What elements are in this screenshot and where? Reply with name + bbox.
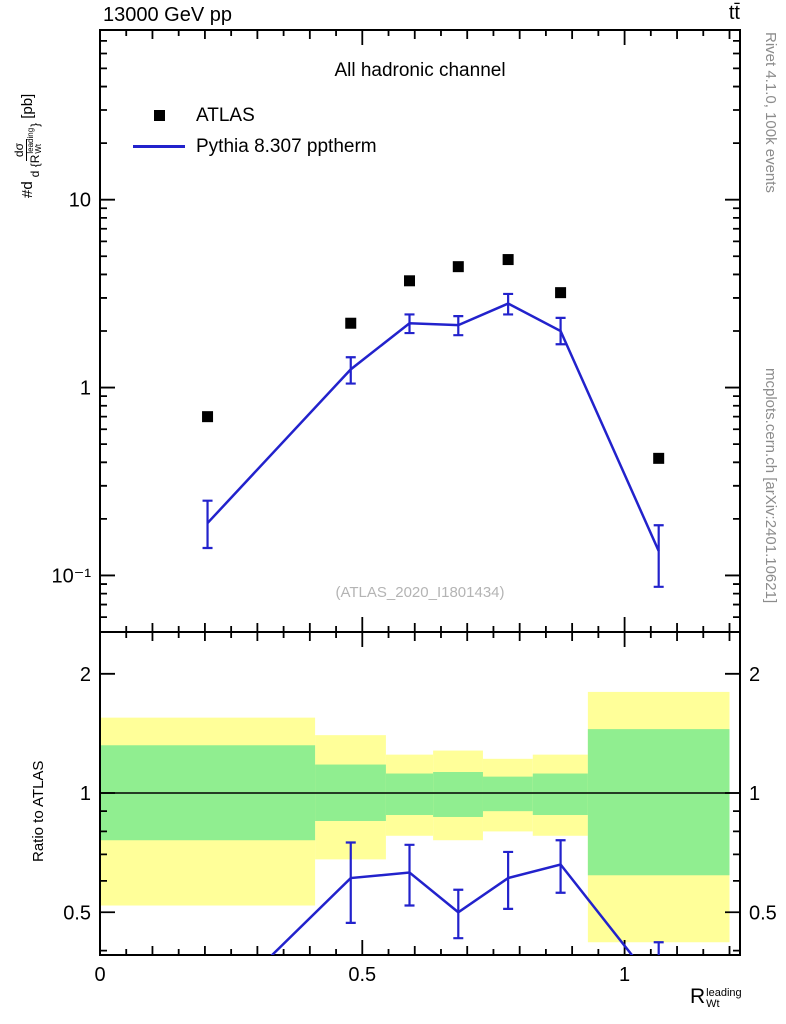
ylabel-numerator: dσ — [12, 139, 28, 162]
pythia-line — [206, 302, 660, 552]
atlas-data-point — [653, 452, 665, 464]
analysis-watermark: (ATLAS_2020_I1801434) — [335, 584, 505, 601]
ratio-y-tick-label-right: 1 — [749, 783, 760, 805]
xlabel-subsup: leading Wt — [706, 987, 742, 1010]
ratio-inner-band — [482, 776, 533, 812]
atlas-marker-icon — [130, 110, 188, 121]
pythia-series-main — [202, 292, 664, 588]
rivet-version-note: Rivet 4.1.0, 100k events — [762, 32, 779, 193]
x-tick-label: 0 — [94, 964, 105, 986]
ylabel-units: [pb] — [19, 93, 37, 119]
ylabel-denominator: d {R leading Wt} — [26, 122, 44, 178]
ylabel-fraction: dσ d {R leading Wt} — [12, 122, 44, 178]
main-y-axis-label: #d dσ d {R leading Wt} [pb] — [12, 94, 43, 198]
ratio-inner-band — [433, 772, 483, 817]
atlas-points — [202, 254, 665, 464]
ratio-inner-band — [532, 773, 588, 816]
atlas-data-point — [502, 254, 514, 266]
ratio-y-tick-label: 1 — [80, 783, 91, 805]
ratio-y-tick-label-right: 2 — [749, 664, 760, 686]
process-label: tt̄ — [728, 2, 740, 24]
ratio-inner-band — [385, 773, 434, 816]
error-bars — [345, 839, 664, 955]
atlas-data-point — [345, 317, 357, 329]
ylabel-prefix: #d — [19, 181, 37, 198]
main-y-tick-label: 10⁻¹ — [52, 565, 92, 587]
ratio-inner-band — [587, 729, 730, 876]
legend: ATLAS Pythia 8.307 pptherm — [130, 100, 377, 162]
ratio-uncertainty-bands — [100, 691, 730, 943]
x-tick-label: 0.5 — [348, 964, 376, 986]
legend-item-pythia: Pythia 8.307 pptherm — [130, 131, 377, 162]
axis-ticks — [99, 29, 740, 955]
pythia-line-icon — [130, 145, 188, 148]
atlas-data-point — [404, 275, 416, 287]
x-axis-label: R leading Wt — [690, 984, 743, 1010]
ratio-y-tick-label: 0.5 — [63, 902, 91, 924]
pythia-series-ratio — [270, 839, 664, 955]
mcplots-arxiv-note: mcplots.cern.ch [arXiv:2401.10621] — [762, 368, 779, 604]
legend-item-atlas: ATLAS — [130, 100, 377, 131]
main-y-tick-label: 10 — [69, 190, 91, 212]
ratio-y-tick-label: 2 — [80, 664, 91, 686]
main-y-tick-label: 1 — [80, 378, 91, 400]
legend-label-pythia: Pythia 8.307 pptherm — [196, 135, 377, 157]
beam-energy-label: 13000 GeV pp — [103, 4, 232, 26]
legend-label-atlas: ATLAS — [196, 104, 255, 126]
atlas-data-point — [452, 261, 464, 273]
ylabel-rwt-subsup: leading Wt — [26, 127, 44, 154]
xlabel-base: R — [690, 985, 706, 1008]
ratio-y-tick-label-right: 0.5 — [749, 902, 777, 924]
atlas-data-point — [555, 287, 567, 299]
ratio-y-axis-label: Ratio to ATLAS — [30, 760, 47, 862]
channel-title: All hadronic channel — [334, 60, 506, 81]
ratio-line — [270, 863, 634, 955]
error-bars — [202, 292, 664, 588]
atlas-data-point — [202, 411, 214, 423]
x-tick-label: 1 — [619, 964, 630, 986]
